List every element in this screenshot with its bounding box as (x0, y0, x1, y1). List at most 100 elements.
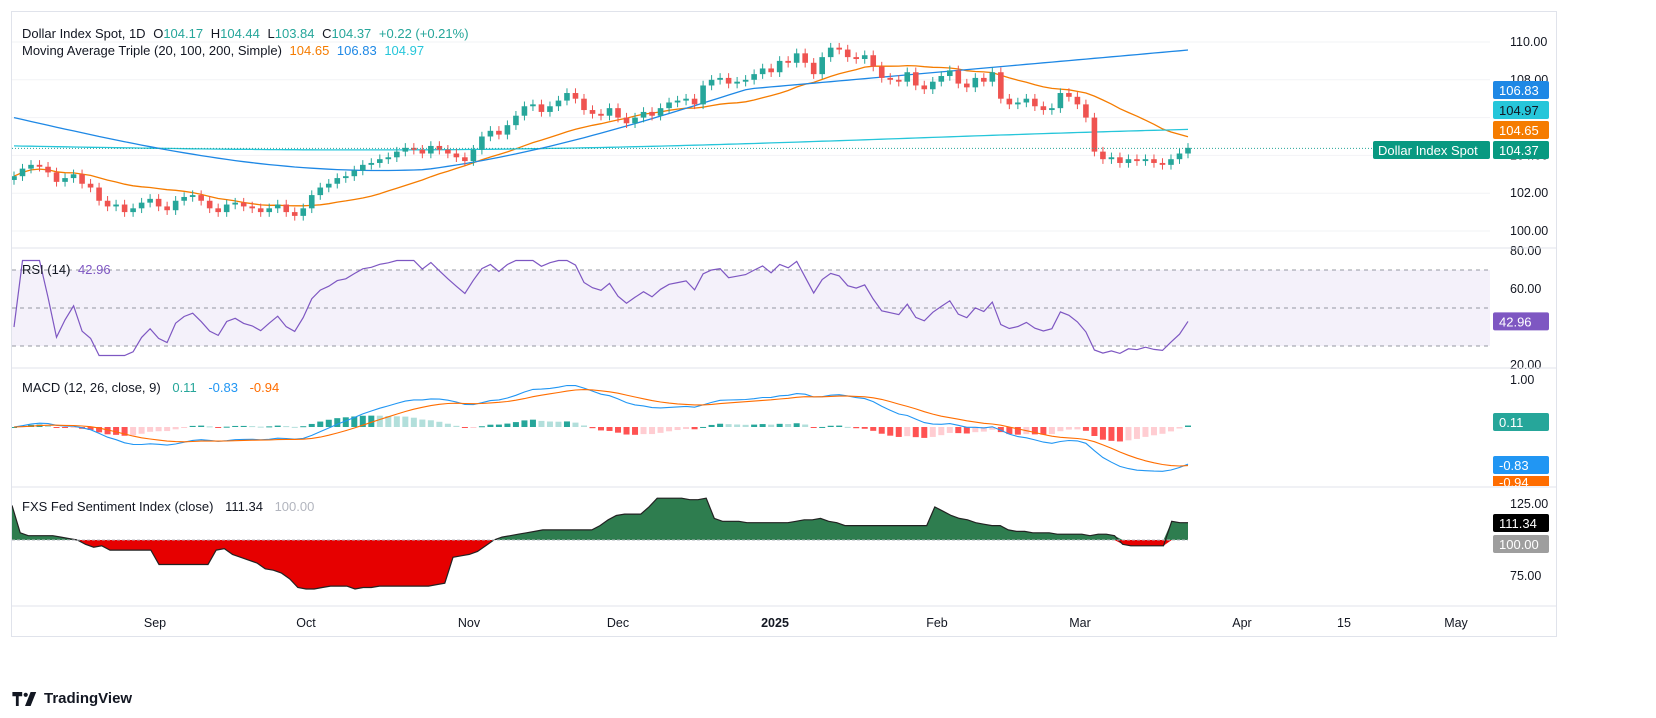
open-label: O (153, 26, 164, 41)
macd-histogram-bar (895, 427, 902, 437)
candle-body (28, 164, 34, 169)
candle-body (964, 83, 970, 88)
macd-histogram-bar (410, 417, 417, 427)
tradingview-logo[interactable]: TradingView (12, 690, 132, 707)
macd-histogram-bar (606, 427, 613, 431)
macd-histogram-bar (393, 416, 400, 427)
candle-body (1006, 98, 1013, 105)
candle-body (1117, 157, 1123, 163)
macd-histogram-bar (155, 427, 162, 432)
price-axis[interactable]: 110.00108.00104.00102.00100.00106.83104.… (1373, 35, 1549, 583)
candle-body (104, 200, 111, 207)
candle-body (1057, 93, 1064, 109)
candle-body (1176, 153, 1183, 160)
macd-histogram-bar (632, 427, 639, 435)
macd-histogram-bar (334, 418, 341, 427)
macd-histogram-bar (521, 420, 528, 427)
sentiment-badge-bg (1493, 514, 1549, 532)
price-pane[interactable] (11, 41, 1490, 232)
rsi-title[interactable]: RSI (14) (22, 262, 71, 277)
macd-histogram-bar (751, 424, 758, 427)
macd-histogram-bar (785, 424, 792, 427)
macd-hist-value: 0.11 (172, 380, 197, 395)
macd-histogram-bar (419, 419, 426, 427)
macd-histogram-bar (164, 427, 171, 432)
macd-histogram-bar (640, 427, 647, 435)
ma-title[interactable]: Moving Average Triple (20, 100, 200, Sim… (22, 43, 282, 58)
time-tick-label: Nov (458, 616, 481, 630)
candle-body (53, 172, 60, 182)
candle-body (368, 162, 375, 165)
macd-histogram-bar (615, 427, 622, 433)
macd-histogram-bar (861, 427, 868, 429)
macd-badge-bg (1493, 456, 1549, 474)
macd-histogram-bar (759, 424, 766, 427)
macd-histogram-bar (912, 427, 919, 438)
ma200-badge-bg (1493, 101, 1549, 119)
chart-frame (11, 11, 1557, 637)
macd-histogram-bar (1082, 427, 1089, 431)
candle-body (496, 130, 502, 135)
symbol-title[interactable]: Dollar Index Spot, 1D (22, 26, 146, 41)
macd-histogram-bar (351, 416, 358, 427)
ma-legend: Moving Average Triple (20, 100, 200, Sim… (22, 42, 428, 59)
candle-body (929, 81, 936, 90)
candle-body (853, 57, 860, 60)
candle-body (657, 108, 664, 116)
candle-body (189, 195, 196, 197)
rsi-tick-label: 60.00 (1510, 282, 1541, 296)
sentiment-value: 111.34 (225, 499, 263, 514)
candle-body (530, 104, 536, 107)
close-label-bg (1373, 141, 1490, 159)
macd-histogram-bar (904, 427, 911, 437)
macd-histogram-bar (572, 422, 579, 427)
macd-histogram-bar (291, 426, 298, 428)
candle-body (1083, 104, 1089, 118)
macd-histogram-bar (487, 424, 494, 427)
candle-body (555, 100, 562, 107)
ma100-badge-bg (1493, 81, 1549, 99)
candle-body (666, 102, 672, 109)
macd-pane[interactable] (11, 384, 1191, 472)
candle-body (1074, 96, 1081, 105)
candle-body (1023, 98, 1030, 103)
price-tick-label: 110.00 (1510, 35, 1547, 49)
candle-body (240, 202, 247, 207)
price-tick-label: 102.00 (1510, 186, 1548, 200)
macd-histogram-bar (249, 426, 256, 428)
candle-body (62, 178, 68, 182)
macd-histogram-bar (598, 427, 604, 431)
candle-body (385, 157, 392, 160)
candle-body (581, 98, 587, 111)
candle-body (1142, 159, 1149, 162)
macd-histogram-bar (1099, 427, 1106, 440)
macd-histogram-bar (700, 426, 707, 428)
macd-histogram-bar (342, 417, 349, 427)
macd-title[interactable]: MACD (12, 26, close, 9) (22, 380, 161, 395)
time-tick-label: Sep (144, 616, 166, 630)
low-label: L (267, 26, 275, 41)
sentiment-title[interactable]: FXS Fed Sentiment Index (close) (22, 499, 214, 514)
macd-histogram-bar (198, 425, 205, 427)
rsi-pane[interactable] (12, 259, 1490, 357)
candle-body (274, 204, 281, 209)
candle-body (504, 125, 511, 135)
candle-body (215, 208, 221, 213)
candle-body (155, 198, 162, 207)
candle-body (283, 204, 290, 213)
sentiment-pane[interactable] (11, 497, 1188, 590)
candle-body (1125, 159, 1132, 163)
candle-body (700, 85, 706, 105)
macd-histogram-bar (453, 425, 460, 427)
signal-badge-bg (1493, 476, 1549, 486)
candle-body (19, 168, 26, 177)
candle-body (291, 212, 298, 216)
candle-body (674, 100, 681, 103)
time-axis[interactable]: Sep Oct Nov Dec 2025 Feb Mar Apr 15 May (144, 616, 1469, 630)
candle-body (895, 79, 902, 82)
macd-histogram-bar (232, 425, 239, 427)
macd-histogram-bar (997, 427, 1004, 433)
tradingview-icon (12, 691, 37, 706)
macd-histogram-bar (972, 427, 979, 433)
